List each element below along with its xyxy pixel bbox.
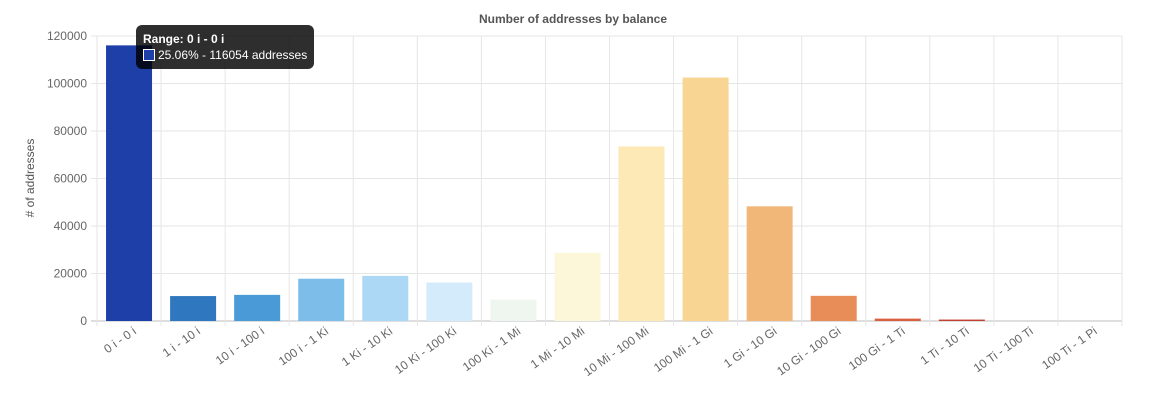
- y-axis-ticks: 0 20000 40000 60000 80000 100000 120000: [47, 29, 87, 328]
- bar[interactable]: [426, 282, 473, 321]
- x-tick-label: 10 Mi - 100 Mi: [581, 324, 651, 379]
- y-axis-title: # of addresses: [23, 139, 37, 218]
- bar[interactable]: [234, 294, 281, 321]
- bar[interactable]: [298, 278, 345, 321]
- x-tick-label: 0 i - 0 i: [101, 324, 139, 356]
- bar[interactable]: [618, 146, 665, 321]
- bar[interactable]: [362, 275, 409, 321]
- x-tick-label: 100 Gi - 1 Ti: [846, 324, 908, 373]
- x-tick-label: 100 i - 1 Ki: [276, 324, 331, 368]
- bar[interactable]: [874, 318, 921, 321]
- bar[interactable]: [938, 319, 985, 321]
- y-tick-label: 20000: [54, 267, 88, 281]
- y-tick-label: 100000: [47, 77, 87, 91]
- x-tick-label: 100 Ki - 1 Mi: [460, 324, 523, 374]
- y-tick-label: 40000: [54, 219, 88, 233]
- x-tick-label: 1 Gi - 10 Gi: [721, 324, 779, 371]
- x-tick-label: 100 Mi - 1 Gi: [651, 324, 715, 375]
- x-tick-label: 100 Ti - 1 Pi: [1039, 324, 1099, 372]
- x-tick-label: 1 Ki - 10 Ki: [339, 324, 395, 369]
- chart-title: Number of addresses by balance: [479, 12, 667, 26]
- tooltip-row: 25.06% - 116054 addresses: [143, 47, 307, 63]
- x-tick-label: 10 Gi - 100 Gi: [774, 324, 843, 378]
- tooltip-body: 25.06% - 116054 addresses: [158, 48, 308, 62]
- x-tick-label: 1 Ti - 10 Ti: [918, 324, 972, 368]
- y-tick-label: 80000: [54, 124, 88, 138]
- x-tick-label: 1 Mi - 10 Mi: [528, 324, 587, 371]
- bar[interactable]: [746, 206, 793, 321]
- bars-group: [106, 45, 985, 321]
- x-tick-label: 10 Ti - 100 Ti: [971, 324, 1036, 375]
- x-tick-label: 10 Ki - 100 Ki: [392, 324, 459, 377]
- tooltip-color-swatch: [143, 49, 155, 61]
- bar[interactable]: [170, 296, 217, 321]
- x-tick-label: 1 i - 10 i: [160, 324, 203, 360]
- y-tick-label: 0: [80, 314, 87, 328]
- x-tick-label: 10 i - 100 i: [213, 324, 267, 368]
- y-tick-label: 60000: [54, 172, 88, 186]
- bar[interactable]: [682, 77, 729, 321]
- y-tick-label: 120000: [47, 29, 87, 43]
- tooltip-title: Range: 0 i - 0 i: [143, 32, 225, 46]
- bar-tooltip: Range: 0 i - 0 i 25.06% - 116054 address…: [136, 25, 315, 69]
- bar[interactable]: [554, 252, 601, 321]
- bar[interactable]: [810, 295, 857, 321]
- bar[interactable]: [490, 299, 537, 321]
- grid-lines: [91, 35, 1123, 326]
- x-axis-ticks: 0 i - 0 i 1 i - 10 i 10 i - 100 i 100 i - 1…: [101, 324, 1099, 379]
- bar[interactable]: [106, 45, 153, 321]
